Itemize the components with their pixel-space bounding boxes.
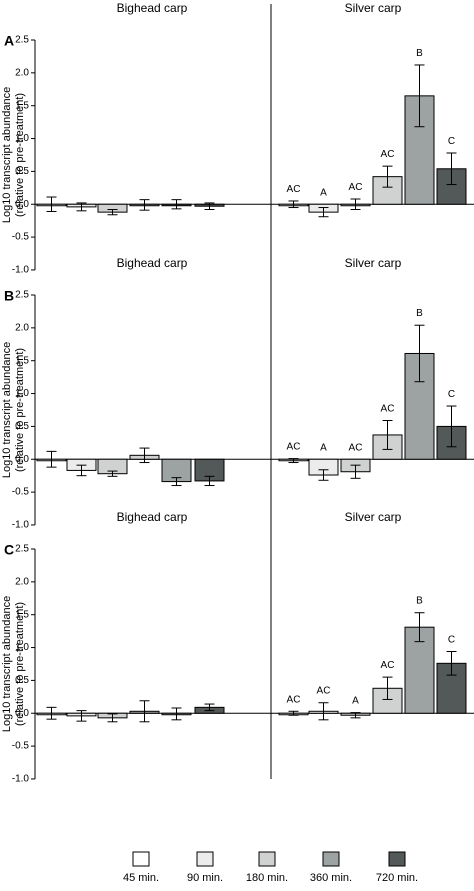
y-tick-label: -1.0 (12, 520, 30, 531)
y-tick-label: 2.0 (15, 67, 29, 78)
legend-swatch (132, 851, 150, 867)
group-label: Silver carp (345, 510, 402, 524)
y-axis-label: Log10 transcript abundance(relative to p… (1, 342, 26, 478)
y-axis-label-line: Log10 transcript abundance (1, 87, 13, 223)
y-tick-label: 1.0 (15, 388, 29, 399)
group-label: Bighead carp (117, 1, 188, 15)
y-axis-label-line: (relative to pre-treatment) (14, 93, 26, 217)
y-axis-label-line: Log10 transcript abundance (1, 342, 13, 478)
panel-letter: A (4, 33, 14, 49)
y-tick-label: -1.0 (12, 774, 30, 785)
significance-letter: AC (287, 442, 301, 453)
significance-letter: B (416, 48, 423, 59)
y-tick-label: -0.5 (12, 487, 30, 498)
panel-A: A Log10 transcript abundance(relative to … (1, 1, 474, 276)
y-tick-label: 0.0 (15, 454, 29, 465)
significance-letter: AC (287, 184, 301, 195)
y-tick-label: 0.5 (15, 166, 29, 177)
significance-letter: A (352, 696, 359, 707)
legend-label: 90 min. (187, 872, 223, 884)
significance-letter: AC (349, 182, 363, 193)
y-tick-label: 0.0 (15, 199, 29, 210)
y-tick-label: 2.5 (15, 35, 29, 46)
y-tick-label: 2.5 (15, 290, 29, 301)
y-tick-label: -1.0 (12, 265, 30, 276)
y-tick-label: 1.5 (15, 100, 29, 111)
y-axis-label-line: Log10 transcript abundance (1, 596, 13, 732)
legend-swatch (322, 851, 340, 867)
group-label: Bighead carp (117, 256, 188, 270)
y-tick-label: 0.5 (15, 421, 29, 432)
y-axis-label-line: (relative to pre-treatment) (14, 348, 26, 472)
significance-letter: AC (349, 442, 363, 453)
legend-label: 45 min. (123, 872, 159, 884)
panel-C: C Log10 transcript abundance(relative to … (1, 510, 474, 785)
y-tick-label: 1.0 (15, 642, 29, 653)
y-tick-label: 1.5 (15, 355, 29, 366)
group-label: Silver carp (345, 1, 402, 15)
significance-letter: C (448, 634, 455, 645)
y-tick-label: 2.5 (15, 544, 29, 555)
significance-letter: A (320, 187, 327, 198)
significance-letter: B (416, 308, 423, 319)
y-tick-label: 2.0 (15, 576, 29, 587)
y-tick-label: -0.5 (12, 232, 30, 243)
significance-letter: AC (381, 660, 395, 671)
y-axis-label-line: (relative to pre-treatment) (14, 602, 26, 726)
y-tick-label: 0.0 (15, 708, 29, 719)
panel-B: B Log10 transcript abundance(relative to … (1, 256, 474, 531)
panel-letter: C (4, 542, 14, 558)
legend-swatch (258, 851, 276, 867)
legend: 45 min. 90 min. 180 min. 360 min. 720 min. (123, 851, 418, 884)
panel-letter: B (4, 288, 14, 304)
legend-label: 180 min. (246, 872, 288, 884)
legend-swatch (196, 851, 214, 867)
y-tick-label: 0.5 (15, 675, 29, 686)
significance-letter: C (448, 136, 455, 147)
y-tick-label: -0.5 (12, 741, 30, 752)
significance-letter: A (320, 442, 327, 453)
significance-letter: AC (287, 694, 301, 705)
legend-swatch (388, 851, 406, 867)
y-tick-label: 1.0 (15, 133, 29, 144)
group-label: Bighead carp (117, 510, 188, 524)
legend-label: 360 min. (310, 872, 352, 884)
significance-letter: AC (381, 149, 395, 160)
significance-letter: AC (317, 686, 331, 697)
significance-letter: C (448, 389, 455, 400)
y-axis-label: Log10 transcript abundance(relative to p… (1, 596, 26, 732)
y-axis-label: Log10 transcript abundance(relative to p… (1, 87, 26, 223)
y-tick-label: 1.5 (15, 609, 29, 620)
group-label: Silver carp (345, 256, 402, 270)
legend-label: 720 min. (376, 872, 418, 884)
significance-letter: B (416, 596, 423, 607)
y-tick-label: 2.0 (15, 322, 29, 333)
significance-letter: AC (381, 403, 395, 414)
